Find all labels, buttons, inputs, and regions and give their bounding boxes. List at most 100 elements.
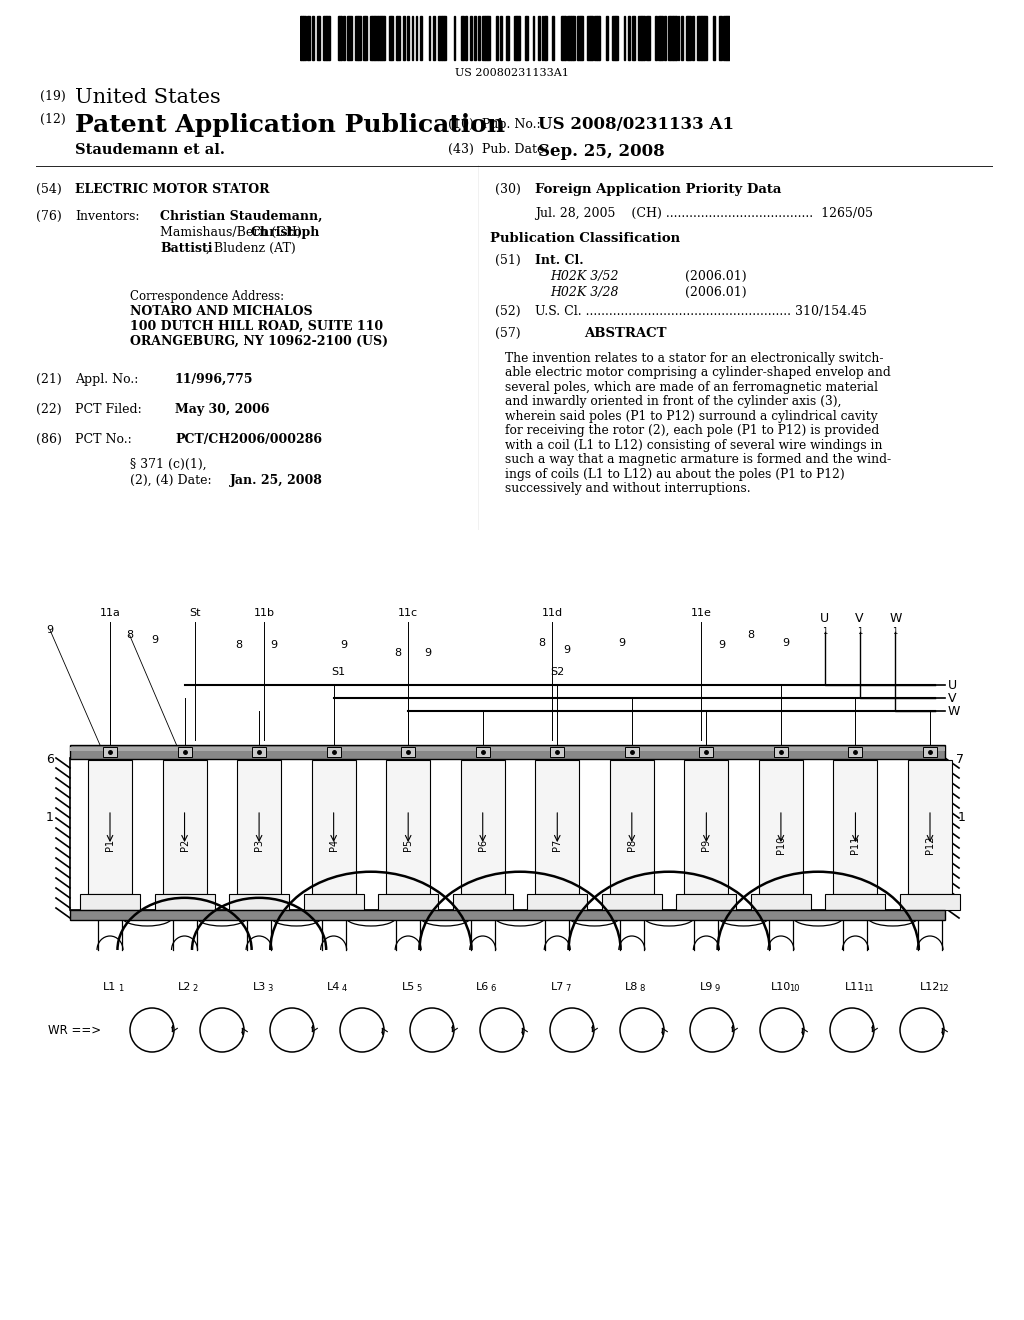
Bar <box>594 16 597 59</box>
Bar <box>461 16 464 59</box>
Text: 1: 1 <box>857 627 862 636</box>
Bar <box>103 747 117 756</box>
Text: 5: 5 <box>416 983 422 993</box>
Text: ings of coils (L1 to L12) au about the poles (P1 to P12): ings of coils (L1 to L12) au about the p… <box>505 469 845 480</box>
Text: (86): (86) <box>36 433 61 446</box>
Bar <box>713 16 715 59</box>
Bar <box>349 16 352 59</box>
Bar <box>597 16 598 59</box>
Text: 2: 2 <box>193 983 198 993</box>
Bar <box>343 16 345 59</box>
Text: (2006.01): (2006.01) <box>685 286 746 300</box>
Text: Patent Application Publication: Patent Application Publication <box>75 114 505 137</box>
Bar <box>699 16 700 59</box>
Bar <box>632 16 634 59</box>
Bar <box>900 894 961 909</box>
Text: 1: 1 <box>892 627 897 636</box>
Text: 9: 9 <box>425 648 432 657</box>
Text: L5: L5 <box>401 982 415 993</box>
Text: several poles, which are made of an ferromagnetic material: several poles, which are made of an ferr… <box>505 381 878 393</box>
Bar <box>70 758 945 909</box>
Bar <box>80 894 140 909</box>
Text: § 371 (c)(1),: § 371 (c)(1), <box>130 458 207 471</box>
Text: 9: 9 <box>340 640 347 649</box>
Bar <box>358 16 360 59</box>
Circle shape <box>200 1008 244 1052</box>
Bar <box>500 16 502 59</box>
Text: V: V <box>948 693 956 705</box>
Bar <box>382 16 384 59</box>
Text: P3: P3 <box>254 840 264 851</box>
Bar <box>252 747 266 756</box>
Text: P4: P4 <box>329 840 339 851</box>
Circle shape <box>410 1008 454 1052</box>
Bar <box>759 760 803 894</box>
Text: 8: 8 <box>640 983 645 993</box>
Text: (19): (19) <box>40 90 66 103</box>
Text: L12: L12 <box>920 982 940 993</box>
Circle shape <box>900 1008 944 1052</box>
Text: U: U <box>948 680 957 693</box>
Text: 11b: 11b <box>254 609 274 618</box>
Text: P1: P1 <box>105 840 115 851</box>
Bar <box>397 16 399 59</box>
Bar <box>654 16 657 59</box>
Bar <box>699 747 714 756</box>
Bar <box>923 747 937 756</box>
Text: PCT No.:: PCT No.: <box>75 433 132 446</box>
Text: for receiving the rotor (2), each pole (P1 to P12) is provided: for receiving the rotor (2), each pole (… <box>505 425 880 437</box>
Text: L6: L6 <box>476 982 489 993</box>
Bar <box>646 16 647 59</box>
Text: US 20080231133A1: US 20080231133A1 <box>455 69 569 78</box>
Bar <box>229 894 289 909</box>
Text: 9: 9 <box>782 638 790 648</box>
Text: P6: P6 <box>478 840 487 851</box>
Bar <box>684 760 728 894</box>
Text: 9: 9 <box>151 635 158 645</box>
Text: Publication Classification: Publication Classification <box>489 232 680 246</box>
Bar <box>329 16 330 59</box>
Text: 3: 3 <box>267 983 272 993</box>
Bar <box>378 16 380 59</box>
Text: 11c: 11c <box>398 609 418 618</box>
Bar <box>615 16 618 59</box>
Bar <box>696 16 699 59</box>
Text: P11: P11 <box>851 836 860 854</box>
Bar <box>658 16 660 59</box>
Text: (76): (76) <box>36 210 61 223</box>
Text: (2006.01): (2006.01) <box>685 271 746 282</box>
Bar <box>640 16 642 59</box>
Text: United States: United States <box>75 88 221 107</box>
Text: 9: 9 <box>718 640 725 649</box>
Bar <box>496 16 498 59</box>
Bar <box>538 16 540 59</box>
Text: P2: P2 <box>179 840 189 851</box>
Text: 9: 9 <box>46 624 53 635</box>
Bar <box>70 747 945 751</box>
Bar <box>316 16 318 59</box>
Text: P7: P7 <box>552 840 562 851</box>
Text: Inventors:: Inventors: <box>75 210 139 223</box>
Text: (21): (21) <box>36 374 61 385</box>
Bar <box>70 744 945 759</box>
Circle shape <box>620 1008 664 1052</box>
Bar <box>688 16 691 59</box>
Bar <box>638 16 640 59</box>
Text: 11d: 11d <box>542 609 563 618</box>
Text: H02K 3/28: H02K 3/28 <box>550 286 618 300</box>
Bar <box>474 16 476 59</box>
Text: U: U <box>820 612 829 624</box>
Text: S2: S2 <box>550 667 564 677</box>
Text: 1: 1 <box>822 627 827 636</box>
Bar <box>365 16 367 59</box>
Text: L1: L1 <box>103 982 117 993</box>
Bar <box>338 16 339 59</box>
Bar <box>606 16 607 59</box>
Text: U.S. Cl. ..................................................... 310/154.45: U.S. Cl. ...............................… <box>535 305 867 318</box>
Circle shape <box>760 1008 804 1052</box>
Text: 7: 7 <box>956 754 964 767</box>
Bar <box>568 16 571 59</box>
Text: St: St <box>188 609 201 618</box>
Bar <box>703 16 707 59</box>
Text: L2: L2 <box>178 982 191 993</box>
